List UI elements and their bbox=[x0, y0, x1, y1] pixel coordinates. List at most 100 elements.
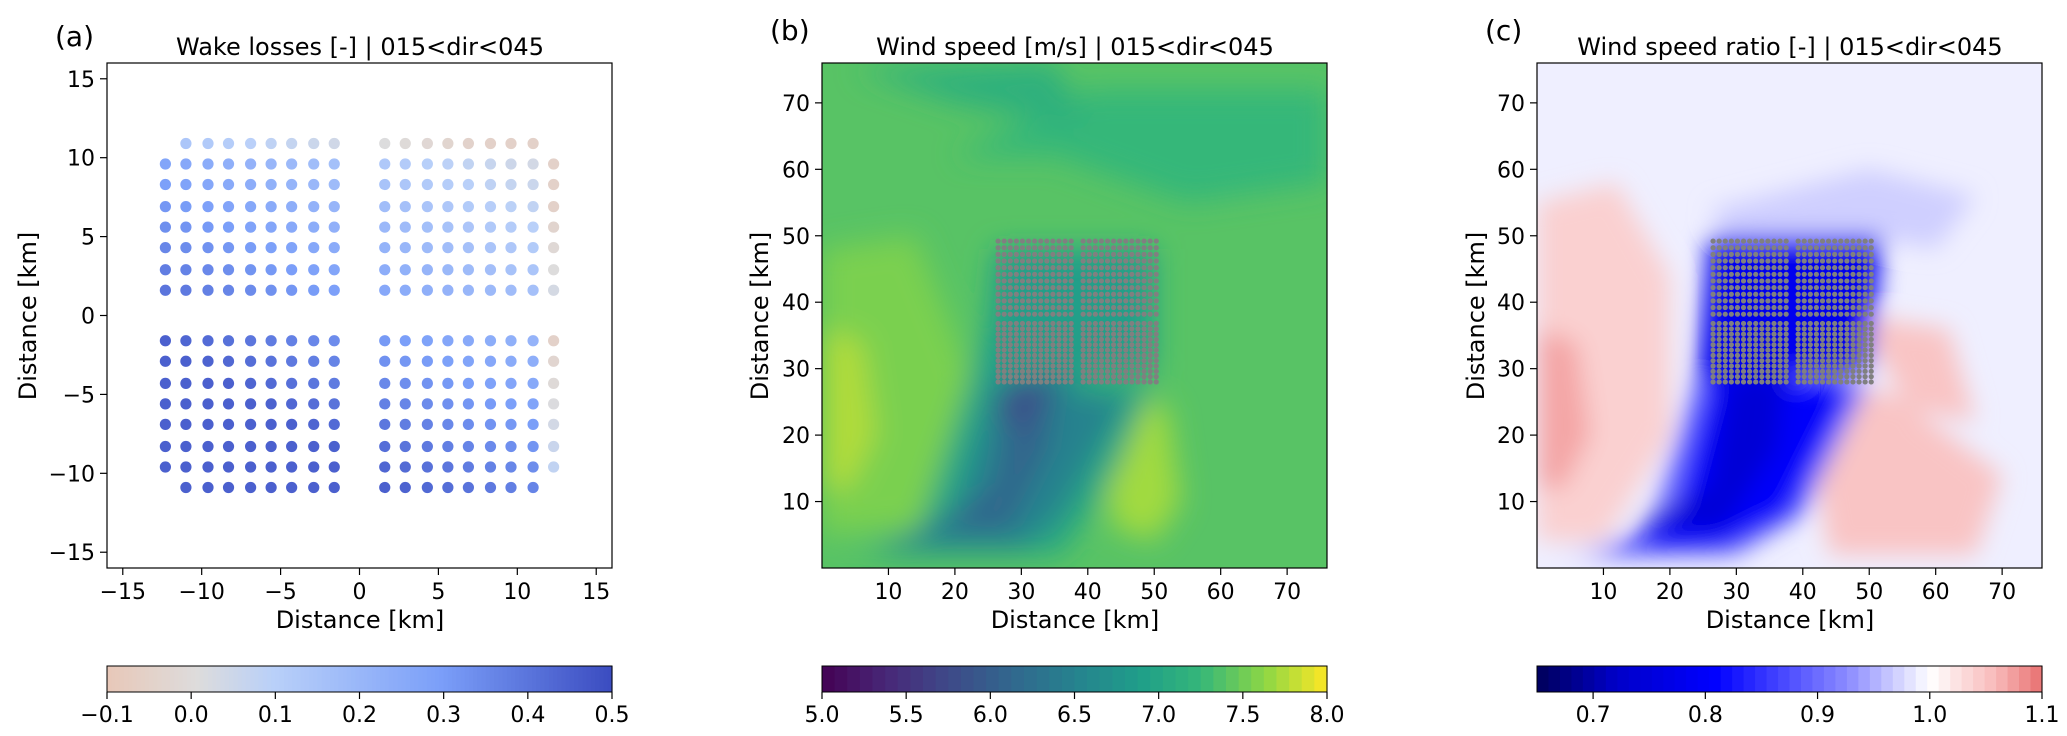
turbine-point bbox=[1117, 291, 1123, 297]
turbine-point bbox=[1044, 291, 1050, 297]
turbine-point bbox=[202, 440, 214, 453]
turbine-point bbox=[1716, 304, 1722, 311]
turbine-point bbox=[1747, 258, 1753, 264]
turbine-point bbox=[1734, 284, 1741, 291]
turbine-point bbox=[1765, 342, 1771, 348]
colorbar-step bbox=[1188, 666, 1202, 692]
turbine-point bbox=[1104, 379, 1111, 385]
turbine-point bbox=[995, 238, 1001, 244]
colorbar-step bbox=[464, 666, 470, 692]
turbine-point bbox=[1832, 251, 1838, 257]
turbine-point bbox=[1129, 258, 1135, 264]
turbine-point bbox=[1862, 265, 1868, 271]
colorbar-step bbox=[1036, 666, 1050, 692]
turbine-point bbox=[1068, 311, 1074, 317]
turbine-point bbox=[1722, 326, 1728, 332]
colorbar-tick-label: 0.4 bbox=[510, 703, 545, 728]
turbine-point bbox=[1056, 265, 1062, 271]
turbine-point bbox=[1153, 374, 1159, 380]
turbine-point bbox=[1050, 311, 1056, 317]
colorbar-step bbox=[208, 666, 213, 692]
turbine-point bbox=[1813, 352, 1820, 358]
turbine-point bbox=[222, 264, 235, 276]
colorbar-step bbox=[523, 666, 529, 692]
turbine-point bbox=[1086, 238, 1092, 244]
turbine-point bbox=[1153, 368, 1159, 374]
turbine-point bbox=[1147, 363, 1153, 369]
turbine-point bbox=[1110, 331, 1117, 337]
turbine-point bbox=[1844, 251, 1850, 257]
turbine-point bbox=[995, 374, 1001, 380]
turbine-point bbox=[527, 440, 539, 453]
turbine-point bbox=[1038, 311, 1044, 317]
turbine-point bbox=[1825, 342, 1832, 348]
turbine-point bbox=[1801, 245, 1807, 251]
colorbar-tick-label: 6.5 bbox=[1057, 703, 1092, 728]
turbine-point bbox=[1747, 284, 1753, 291]
colorbar-step bbox=[1984, 666, 1997, 692]
turbine-point bbox=[1104, 342, 1111, 348]
turbine-point bbox=[1044, 331, 1050, 337]
turbine-point bbox=[1844, 265, 1850, 271]
y-tick-label: −5 bbox=[63, 383, 95, 408]
turbine-point bbox=[1759, 331, 1765, 337]
turbine-point bbox=[379, 264, 391, 276]
turbine-point bbox=[1838, 336, 1844, 343]
colorbar-step bbox=[885, 666, 899, 692]
turbine-point bbox=[1098, 311, 1105, 317]
turbine-point bbox=[1147, 320, 1153, 327]
turbine-point bbox=[1123, 368, 1129, 374]
turbine-point bbox=[1753, 374, 1759, 380]
turbine-point bbox=[286, 355, 298, 367]
colorbar-step bbox=[212, 666, 218, 692]
turbine-point bbox=[1844, 336, 1850, 343]
colorbar-step bbox=[115, 666, 121, 692]
turbine-point bbox=[1813, 284, 1820, 291]
turbine-point bbox=[1825, 311, 1832, 317]
turbine-point bbox=[1098, 331, 1105, 337]
turbine-point bbox=[1056, 336, 1062, 343]
turbine-point bbox=[1753, 352, 1759, 358]
turbine-point bbox=[1019, 238, 1026, 244]
turbine-point bbox=[1722, 379, 1728, 385]
turbine-point bbox=[1844, 320, 1850, 327]
turbine-point bbox=[1747, 342, 1753, 348]
turbine-point bbox=[1753, 258, 1759, 264]
colorbar-step bbox=[401, 666, 407, 692]
turbine-point bbox=[1838, 298, 1844, 304]
turbine-point bbox=[1844, 374, 1850, 380]
turbine-point bbox=[1141, 245, 1147, 251]
turbine-point bbox=[1080, 320, 1086, 327]
turbine-point bbox=[1819, 379, 1826, 385]
turbine-point bbox=[1117, 251, 1123, 257]
turbine-point bbox=[1019, 265, 1026, 271]
turbine-point bbox=[1135, 245, 1141, 251]
turbine-point bbox=[1117, 368, 1123, 374]
field-region bbox=[981, 249, 1155, 382]
colorbar-step bbox=[847, 666, 861, 692]
turbine-point bbox=[1747, 304, 1753, 311]
turbine-point bbox=[462, 440, 474, 453]
turbine-point bbox=[1807, 374, 1813, 380]
turbine-point bbox=[1734, 245, 1741, 251]
turbine-point bbox=[1141, 326, 1147, 332]
turbine-point bbox=[1086, 320, 1092, 327]
turbine-point bbox=[1007, 320, 1013, 327]
turbine-point bbox=[1862, 238, 1868, 244]
turbine-point bbox=[421, 335, 433, 347]
turbine-point bbox=[1013, 331, 1019, 337]
turbine-point bbox=[1129, 326, 1135, 332]
turbine-point bbox=[1862, 311, 1868, 317]
colorbar-step bbox=[553, 666, 558, 692]
turbine-point bbox=[1025, 284, 1032, 291]
turbine-point bbox=[1832, 320, 1838, 327]
turbine-point bbox=[1795, 363, 1801, 369]
turbine-point bbox=[1722, 258, 1728, 264]
turbine-point bbox=[1734, 342, 1741, 348]
turbine-point bbox=[1753, 251, 1759, 257]
turbine-point bbox=[1135, 298, 1141, 304]
turbine-point bbox=[1123, 320, 1129, 327]
turbine-point bbox=[1819, 311, 1826, 317]
turbine-point bbox=[1734, 347, 1741, 353]
turbine-point bbox=[1747, 347, 1753, 353]
